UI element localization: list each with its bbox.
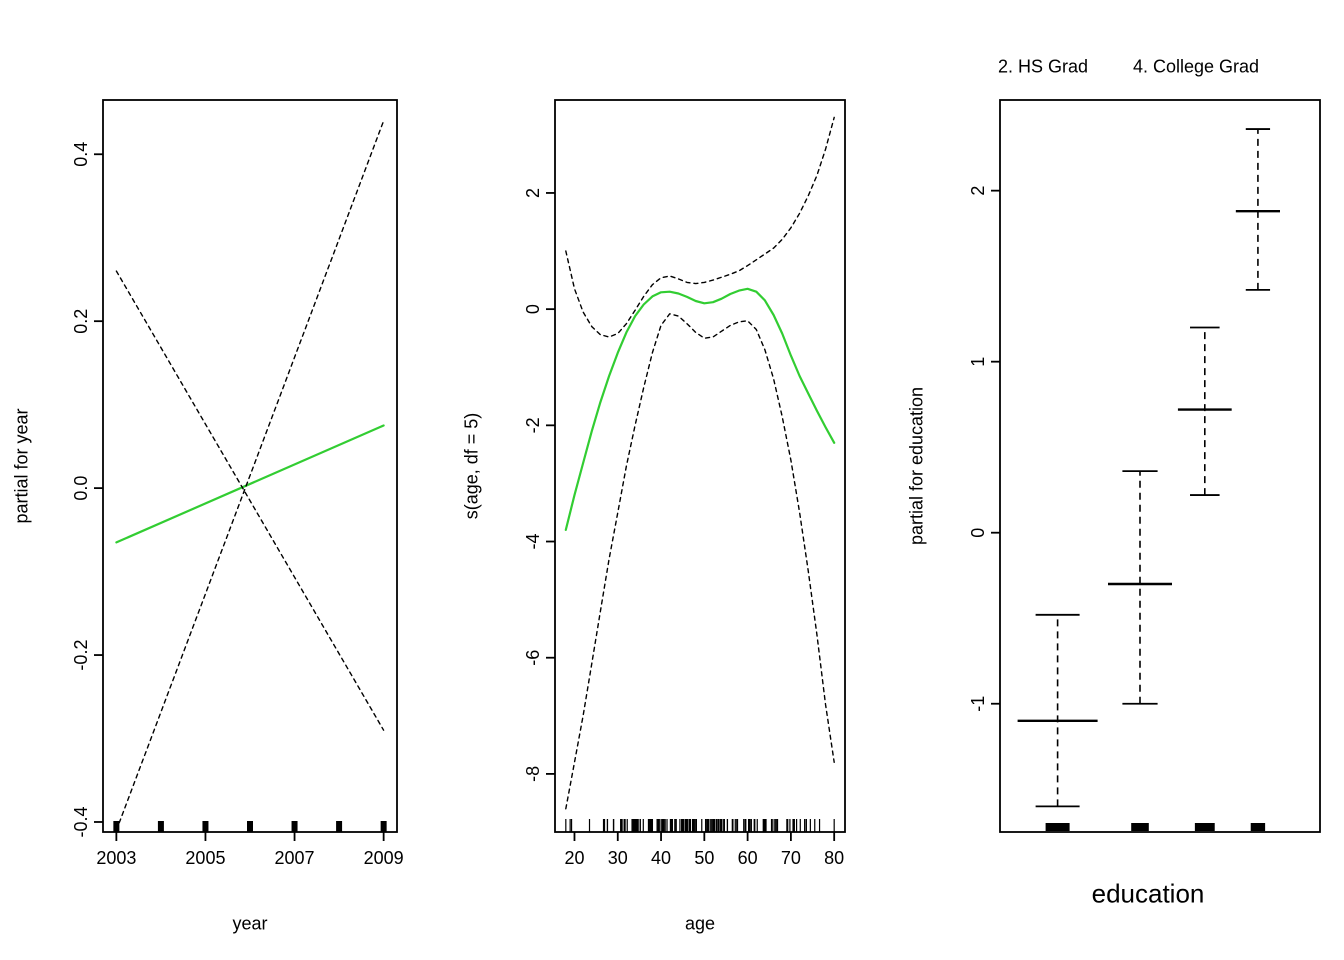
x-axis-title-age-panel: age — [684, 913, 716, 934]
series-lower-band — [565, 313, 835, 810]
plot-box-education — [999, 99, 1321, 833]
plot-box-age — [554, 99, 846, 833]
rug-block — [1250, 823, 1266, 831]
series-se-band-a — [115, 270, 385, 731]
x-tick-label: 40 — [651, 848, 671, 868]
y-axis-title-education-panel: partial for education — [906, 386, 927, 546]
rug-mark — [247, 821, 253, 832]
y-tick-label: 0 — [968, 528, 988, 538]
rug-block — [1194, 823, 1215, 831]
x-tick-label: 50 — [694, 848, 714, 868]
rug-mark — [291, 821, 298, 832]
rug-block — [1131, 823, 1149, 831]
y-axis-title-age-panel: s(age, df = 5) — [461, 412, 482, 520]
y-tick-label: 1 — [968, 357, 988, 367]
x-tick-label: 60 — [738, 848, 758, 868]
x-tick-label: 2005 — [185, 848, 225, 868]
series-fit — [564, 287, 836, 532]
y-tick-label: 0.4 — [71, 142, 91, 167]
y-tick-label: -8 — [523, 766, 543, 782]
y-tick-label: -2 — [523, 417, 543, 433]
y-axis-title-year-panel: partial for year — [11, 408, 32, 524]
y-tick-label: -6 — [523, 650, 543, 666]
rug-block — [1045, 823, 1070, 831]
y-tick-label: 0.0 — [71, 476, 91, 501]
x-tick-label: 2007 — [275, 848, 315, 868]
series-se-band-b — [115, 120, 385, 831]
x-tick-label: 30 — [608, 848, 628, 868]
series-upper-band — [565, 116, 835, 338]
y-tick-label: -0.2 — [71, 640, 91, 671]
x-tick-label: 2003 — [96, 848, 136, 868]
x-tick-label: 20 — [564, 848, 584, 868]
panel-education: -1 0 1 2 — [968, 99, 1321, 833]
x-axis-title-year-panel: year — [232, 913, 268, 934]
x-tick-label: 80 — [824, 848, 844, 868]
education-top-label-college-grad: 4. College Grad — [1132, 56, 1260, 77]
y-tick-label: -1 — [968, 696, 988, 712]
rug-mark — [380, 821, 387, 832]
rug-mark — [157, 821, 164, 832]
x-tick-label: 2009 — [364, 848, 404, 868]
y-tick-label: 0.2 — [71, 309, 91, 334]
plot-box-year — [102, 99, 398, 833]
x-tick-label: 70 — [781, 848, 801, 868]
y-tick-label: 0 — [523, 304, 543, 314]
y-tick-label: 2 — [968, 186, 988, 196]
education-top-label-hs-grad: 2. HS Grad — [997, 56, 1089, 77]
x-axis-title-education-panel: education — [1091, 878, 1205, 909]
series-fit — [115, 424, 385, 544]
panel-year: 2003 2005 2007 2009 -0.4 -0.2 0.0 0.2 0.4 — [71, 99, 404, 868]
y-tick-label: -0.4 — [71, 806, 91, 837]
rug-mark — [336, 821, 343, 832]
rug-mark — [202, 821, 209, 832]
rug-mark — [113, 821, 120, 832]
y-tick-label: 2 — [523, 188, 543, 198]
y-tick-label: -4 — [523, 534, 543, 550]
